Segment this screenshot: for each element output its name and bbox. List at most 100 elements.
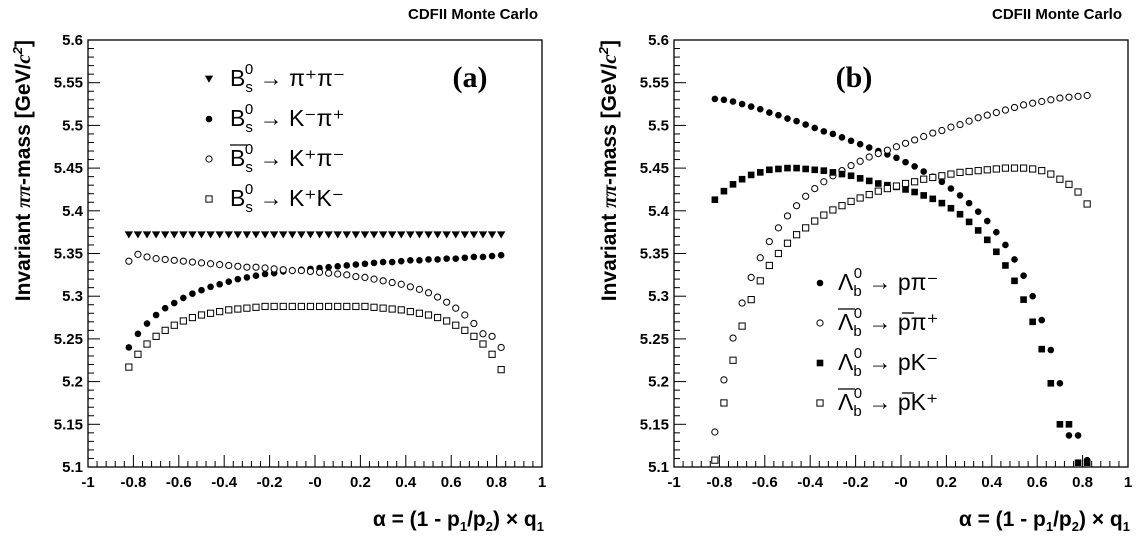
data-point [180,294,187,302]
data-point [920,168,927,175]
data-point [288,266,296,275]
panel-label: (b) [836,61,873,94]
legend-arrow: → [253,105,289,131]
legend-superscript: 0 [245,181,253,198]
y-tick-label: 5.6 [648,32,669,49]
data-point [956,120,964,129]
data-point [124,231,134,239]
data-point [142,231,152,239]
data-point [993,228,1000,236]
data-point [143,320,151,327]
data-point [406,283,414,291]
data-point [143,340,151,348]
data-point [847,172,855,180]
data-point [452,304,460,312]
y-tick-label: 5.5 [648,117,669,134]
legend-subscript: b [853,403,861,420]
y-tick-label: 5.3 [62,288,83,305]
data-point [134,350,142,358]
data-point [351,231,361,239]
data-point [947,123,955,131]
legend-superscript: 0 [245,141,253,158]
y-tick-label: 5.35 [640,246,669,263]
data-point [160,231,170,239]
data-point [874,149,882,158]
data-point [911,188,918,196]
data-point [343,302,351,311]
data-point [856,140,864,148]
data-point [216,307,224,316]
data-point [297,302,305,311]
data-point [470,319,478,328]
legend-superscript: 0 [245,61,253,78]
data-point [451,231,460,239]
data-point [242,231,252,239]
data-point [802,121,809,128]
data-point [747,171,755,179]
data-point [152,311,160,319]
data-point [1065,432,1073,439]
data-point [747,296,755,304]
data-point [324,231,333,239]
data-point [829,130,837,138]
y-tick-label: 5.4 [62,203,84,220]
data-point [1074,92,1082,100]
data-point [929,195,937,203]
data-point [497,366,505,374]
data-point [497,251,505,259]
data-point [125,363,133,371]
x-label-text: /p [467,508,486,531]
x-tick-label: -0.6 [166,474,192,491]
data-point [847,137,855,145]
legend-label: Λb0 → pK⁺ [838,385,938,420]
data-point [252,263,260,271]
legend-products: pK⁻ [898,349,938,375]
data-point [433,231,442,239]
data-point [125,344,133,351]
data-point [425,256,432,263]
data-point [189,290,196,297]
data-point [865,190,873,199]
y-label-sup: 2 [596,46,611,55]
data-point [729,181,737,188]
legend-particle: B [230,145,245,171]
data-point [947,204,955,212]
x-tick-label: -1 [667,474,680,491]
data-point [1029,318,1036,326]
data-point [1083,91,1091,100]
legend-subscript: s [245,119,253,136]
legend-subscript: b [853,323,861,340]
data-point [342,231,351,239]
y-axis-label: Invariant ππ-mass [GeV/c2] [10,40,35,301]
data-point [370,259,378,267]
y-label-sup: 2 [10,46,25,55]
chart-header: CDFII Monte Carlo [992,6,1122,23]
data-point [461,254,469,262]
data-point [1065,180,1073,188]
legend-entry: Bs0 → K⁻π⁺ [205,101,344,136]
data-point [461,311,469,319]
legend-marker [816,319,824,327]
data-point [270,265,278,273]
data-point [938,178,946,186]
legend-particle: B [230,185,245,211]
data-point [406,231,415,239]
data-point [370,275,378,283]
data-point [756,105,764,113]
data-point [397,231,406,239]
data-point [216,280,223,288]
data-point [179,231,188,239]
x-label-sub: 2 [486,519,493,534]
data-point [388,305,396,313]
x-axis-label: α = (1 - p1/p2) × q1 [373,508,544,534]
data-point [279,302,287,311]
data-point [874,187,882,195]
data-point [487,231,497,239]
legend-label: Bs0 → K⁻π⁺ [230,101,344,136]
y-tick-label: 5.15 [640,416,669,433]
data-point [134,330,142,338]
data-point [1074,188,1082,196]
legend-particle: B [230,65,245,91]
y-tick-label: 5.3 [648,288,669,305]
data-point [720,187,728,195]
